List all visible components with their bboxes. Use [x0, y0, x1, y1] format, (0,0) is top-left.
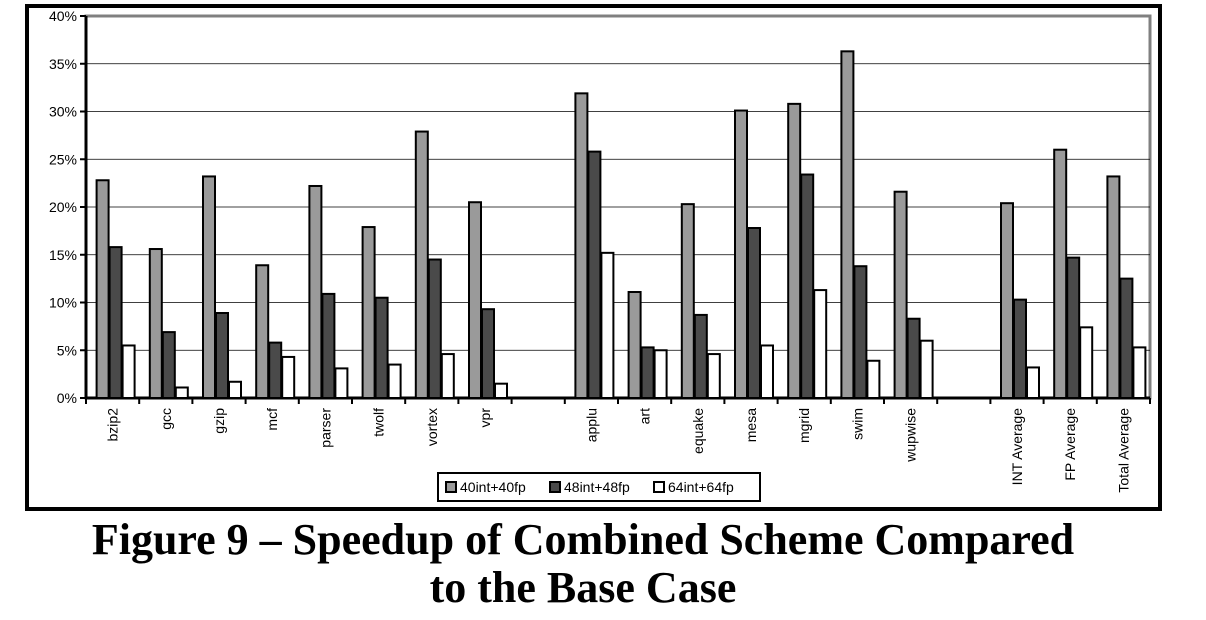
bar [1013, 298, 1027, 400]
x-tick-label: bzip2 [105, 408, 121, 442]
legend-label: 40int+40fp [460, 479, 526, 495]
bar [906, 317, 921, 399]
legend-label: 48int+48fp [564, 479, 630, 495]
x-tick-label: swim [849, 408, 865, 440]
x-tick-label: FP Average [1062, 408, 1078, 481]
bar [1000, 202, 1014, 399]
bar [334, 367, 349, 399]
bar [161, 331, 176, 400]
x-tick-label: mgrid [796, 408, 812, 443]
y-tick-label: 30% [49, 104, 77, 120]
bar [321, 292, 336, 399]
y-tick-label: 15% [49, 247, 77, 263]
bar [414, 130, 429, 399]
bar [693, 313, 708, 400]
bar [747, 227, 761, 399]
bar [1053, 148, 1068, 399]
bar [228, 380, 242, 400]
x-tick-label: twolf [371, 408, 387, 437]
bar [600, 251, 615, 399]
bar [174, 386, 189, 399]
bar [468, 201, 482, 399]
bar [494, 382, 508, 399]
bar [281, 355, 296, 399]
legend-label: 64int+64fp [668, 479, 734, 495]
x-tick-label: INT Average [1009, 408, 1025, 486]
y-tick-label: 5% [57, 342, 77, 358]
y-tick-label: 25% [49, 151, 77, 167]
x-tick-label: vpr [477, 408, 493, 428]
bar [108, 246, 123, 399]
bar [1026, 366, 1040, 400]
y-tick-label: 35% [49, 56, 77, 72]
speedup-bar-chart: 0% 5% 10% 15% 20% 25% 30% 35% 40% bzip2 gcc gzip mcf… [49, 8, 1152, 502]
bar [574, 92, 589, 399]
y-tick-label: 0% [57, 390, 77, 406]
y-tick-label: 10% [49, 295, 77, 311]
x-tick-label: gzip [211, 408, 227, 434]
x-tick-label: applu [583, 408, 599, 442]
caption-line-2: to the Base Case [429, 563, 737, 612]
bar [361, 226, 376, 399]
y-tick-label: 20% [49, 199, 77, 215]
bar [268, 341, 283, 399]
bar [440, 353, 455, 400]
bar [760, 344, 774, 400]
bar [919, 339, 934, 400]
legend [437, 472, 761, 502]
figure-caption: Figure 9 – Speedup of Combined Scheme Co… [0, 516, 1166, 612]
bar [813, 289, 828, 399]
bar [787, 102, 802, 400]
bar [387, 363, 402, 400]
x-tick-label: mcf [264, 408, 280, 431]
legend-swatch [549, 481, 561, 493]
bar [1119, 277, 1134, 399]
bar [308, 184, 323, 399]
bar [840, 50, 855, 400]
x-tick-label: vortex [424, 408, 440, 446]
bar [653, 349, 668, 399]
bar [215, 312, 229, 400]
bar [148, 248, 163, 399]
bar [202, 175, 216, 399]
bar [706, 353, 721, 400]
bar [680, 203, 695, 399]
y-tick-label: 40% [49, 8, 77, 24]
bar [1132, 346, 1147, 400]
bar [95, 179, 110, 399]
x-tick-label: Total Average [1115, 408, 1131, 493]
bar [427, 258, 442, 399]
bar [853, 265, 868, 399]
bar [587, 150, 602, 399]
bar [1066, 256, 1081, 399]
bar [734, 109, 748, 399]
x-tick-label: parser [317, 408, 333, 448]
bar [481, 308, 495, 399]
bar [1079, 326, 1094, 399]
bar [866, 359, 881, 400]
bar [627, 290, 642, 399]
x-tick-label: equake [690, 408, 706, 454]
legend-swatch [653, 481, 665, 493]
x-tick-label: gcc [158, 408, 174, 430]
x-tick-label: mesa [743, 408, 759, 442]
bar [121, 344, 136, 400]
bar [893, 190, 908, 399]
bar [374, 296, 389, 400]
bar [640, 346, 655, 400]
x-tick-label: art [637, 408, 653, 424]
bar [255, 264, 270, 399]
x-tick-label: wupwise [903, 408, 919, 463]
legend-swatch [445, 481, 457, 493]
bar [1106, 175, 1121, 399]
caption-line-1: Figure 9 – Speedup of Combined Scheme Co… [91, 515, 1075, 564]
bar [800, 173, 815, 399]
